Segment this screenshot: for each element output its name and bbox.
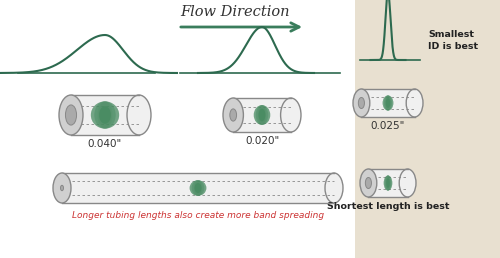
Ellipse shape xyxy=(98,101,112,128)
Ellipse shape xyxy=(91,101,119,128)
Ellipse shape xyxy=(386,178,390,188)
Text: Longer tubing lengths also create more band spreading: Longer tubing lengths also create more b… xyxy=(72,211,324,220)
Ellipse shape xyxy=(59,95,83,135)
Ellipse shape xyxy=(353,89,370,117)
Ellipse shape xyxy=(360,169,377,197)
Ellipse shape xyxy=(384,175,392,191)
Text: 0.025": 0.025" xyxy=(371,121,405,131)
Ellipse shape xyxy=(386,175,390,191)
Ellipse shape xyxy=(385,95,391,111)
Ellipse shape xyxy=(386,98,390,108)
Ellipse shape xyxy=(386,175,390,191)
Ellipse shape xyxy=(98,101,112,128)
Ellipse shape xyxy=(258,105,266,125)
Ellipse shape xyxy=(254,105,270,125)
Ellipse shape xyxy=(385,95,391,111)
Text: 0.040": 0.040" xyxy=(88,139,122,149)
Bar xyxy=(233,98,291,132)
Ellipse shape xyxy=(194,183,202,193)
Ellipse shape xyxy=(230,109,236,121)
Ellipse shape xyxy=(258,105,266,125)
Ellipse shape xyxy=(385,175,391,191)
Bar xyxy=(62,173,334,203)
Text: Flow Direction: Flow Direction xyxy=(180,5,290,19)
Text: 0.020": 0.020" xyxy=(245,136,279,146)
Ellipse shape xyxy=(60,185,64,191)
Ellipse shape xyxy=(223,98,244,132)
Ellipse shape xyxy=(94,101,116,128)
Ellipse shape xyxy=(385,175,391,191)
Ellipse shape xyxy=(99,106,111,124)
Ellipse shape xyxy=(384,95,392,111)
Ellipse shape xyxy=(94,101,116,128)
Ellipse shape xyxy=(256,105,268,125)
Bar xyxy=(368,169,408,197)
Bar xyxy=(362,89,414,117)
Ellipse shape xyxy=(258,109,266,122)
FancyBboxPatch shape xyxy=(355,0,500,258)
Ellipse shape xyxy=(382,95,394,111)
Text: Smallest
ID is best: Smallest ID is best xyxy=(428,30,478,51)
Ellipse shape xyxy=(358,98,364,109)
Ellipse shape xyxy=(91,101,119,128)
Ellipse shape xyxy=(399,169,416,197)
Ellipse shape xyxy=(194,180,202,196)
Ellipse shape xyxy=(384,175,392,191)
Ellipse shape xyxy=(66,105,76,125)
Ellipse shape xyxy=(127,95,151,135)
Ellipse shape xyxy=(53,173,71,203)
Ellipse shape xyxy=(194,180,202,196)
Ellipse shape xyxy=(192,180,204,196)
Ellipse shape xyxy=(256,105,268,125)
Ellipse shape xyxy=(190,180,206,196)
Ellipse shape xyxy=(384,95,392,111)
Ellipse shape xyxy=(280,98,301,132)
Ellipse shape xyxy=(190,180,206,196)
Ellipse shape xyxy=(366,178,372,189)
Ellipse shape xyxy=(382,95,394,111)
Text: Shortest length is best: Shortest length is best xyxy=(327,202,449,211)
Ellipse shape xyxy=(406,89,423,117)
Ellipse shape xyxy=(254,105,270,125)
Bar xyxy=(71,95,139,135)
Ellipse shape xyxy=(192,180,204,196)
Ellipse shape xyxy=(325,173,343,203)
